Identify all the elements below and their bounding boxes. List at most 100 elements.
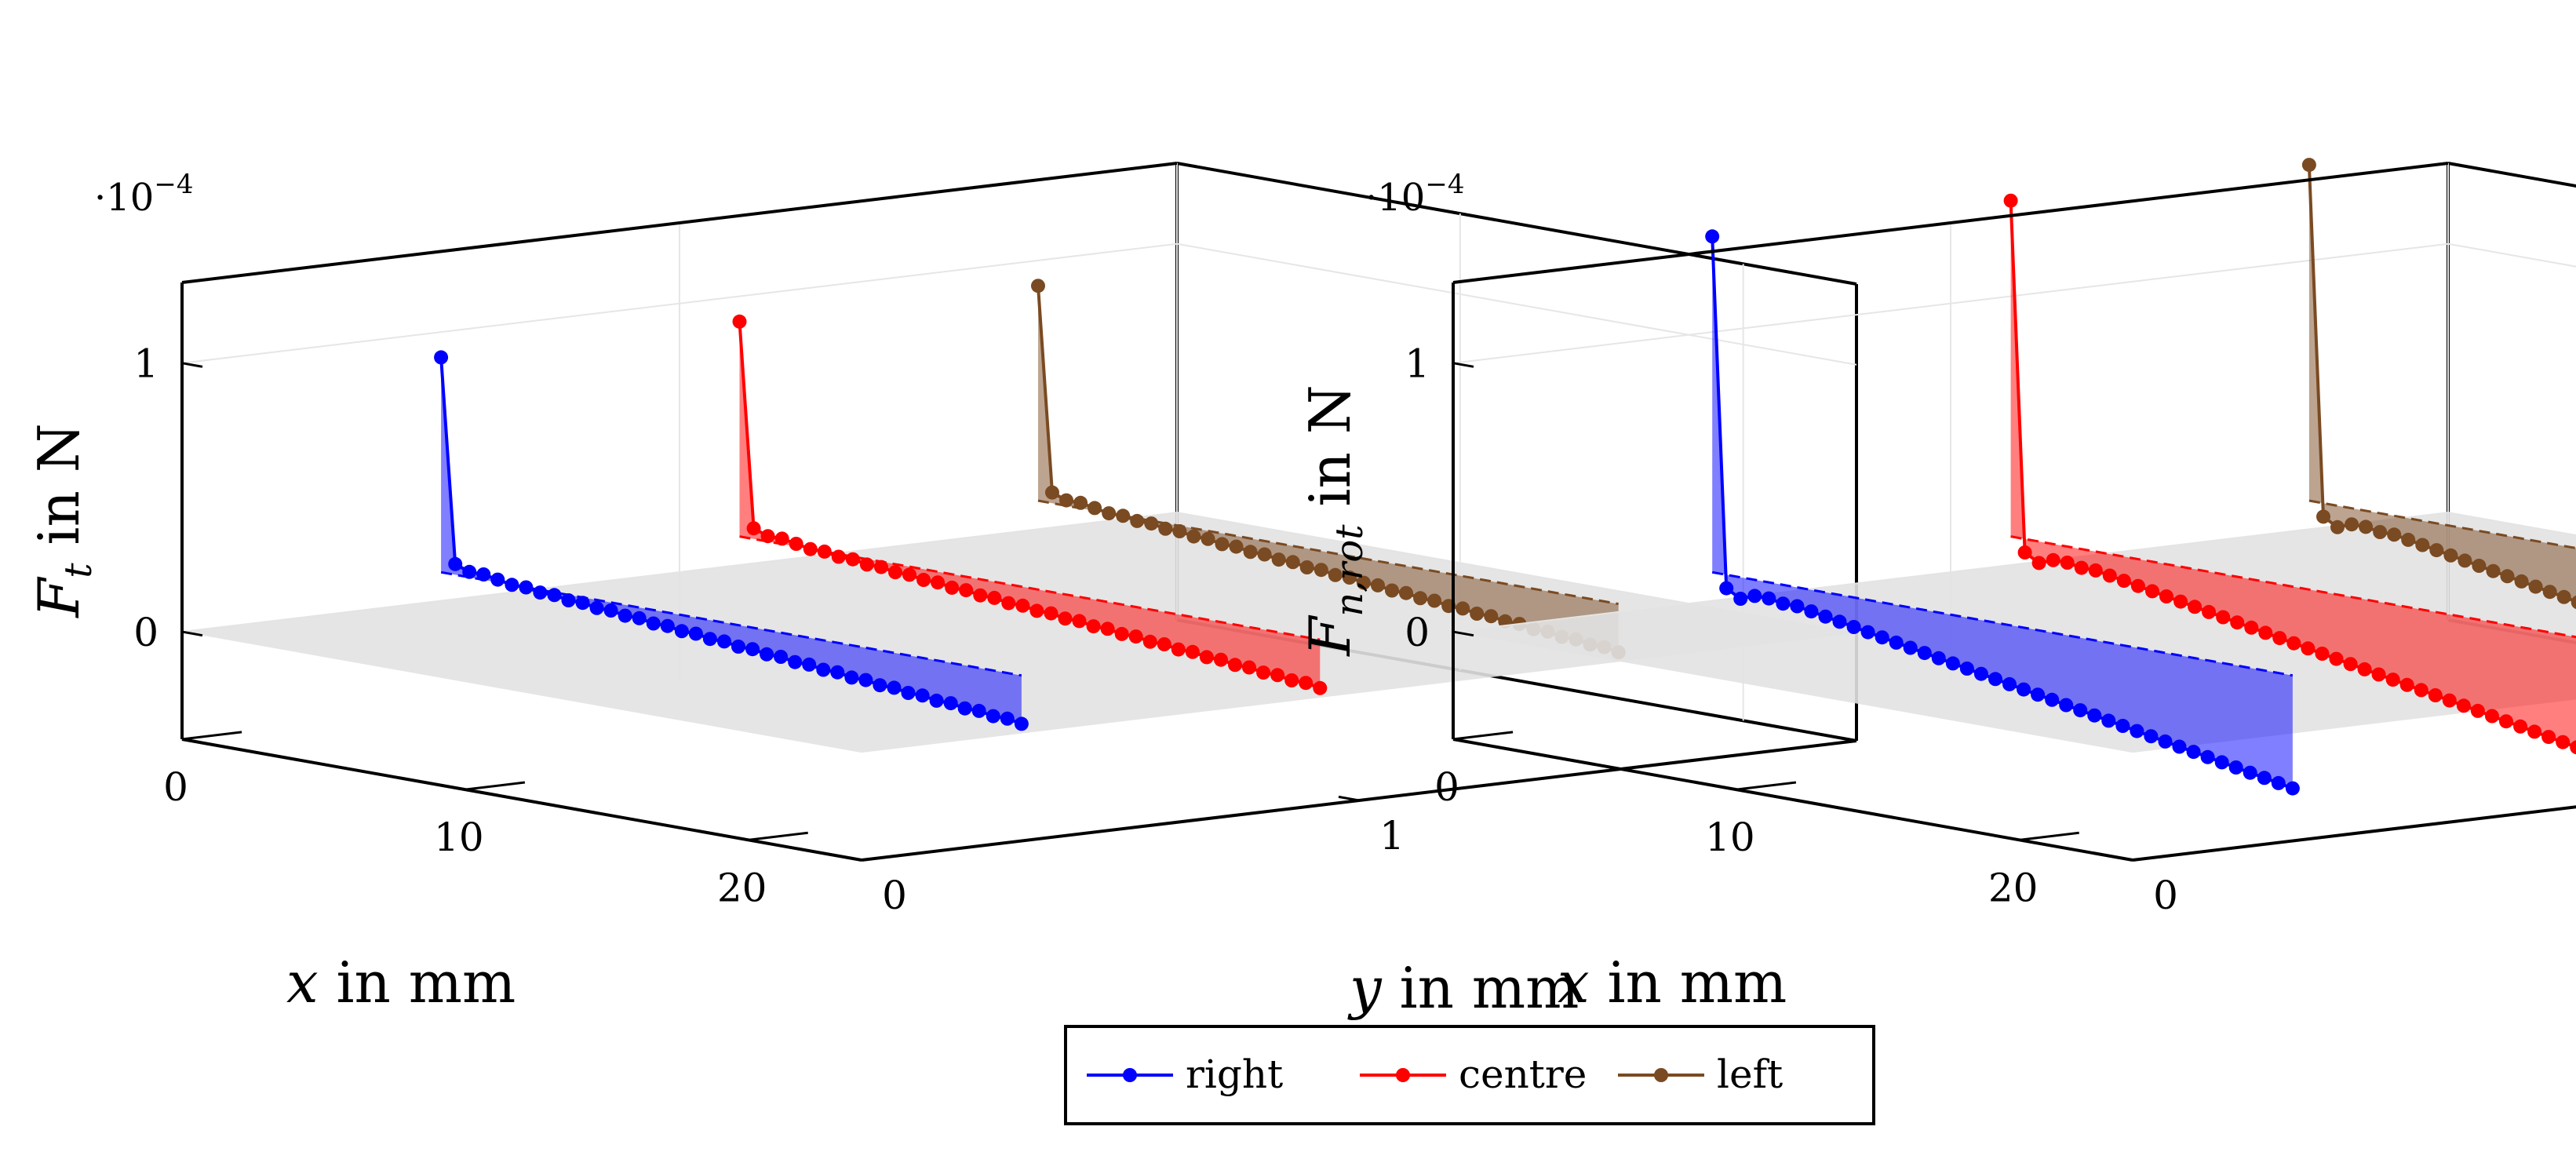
data-point-right (986, 709, 1000, 724)
data-point-left (1484, 609, 1499, 624)
data-point-left (1470, 607, 1485, 621)
z-tick-label: 0 (1405, 610, 1430, 655)
series-left (2301, 158, 2576, 610)
data-point-left (2528, 579, 2543, 594)
z-tick-label: 1 (1405, 341, 1430, 387)
data-point-centre (2329, 651, 2344, 666)
legend-marker-centre (1396, 1068, 1410, 1082)
data-point-left (1243, 545, 1258, 560)
data-point-centre (2244, 620, 2259, 635)
data-point-centre (2031, 556, 2046, 571)
data-point-right (1747, 589, 1762, 603)
data-point-right (929, 693, 944, 708)
z-tick-label: 1 (133, 341, 158, 387)
data-point-right (632, 611, 647, 625)
data-point-centre (987, 590, 1002, 605)
x-tick (465, 781, 526, 791)
data-point-right (1959, 662, 1974, 676)
legend-marker-left (1654, 1068, 1668, 1082)
data-point-left (2345, 517, 2359, 532)
data-point-right (830, 665, 845, 680)
data-point-right (1719, 581, 1734, 596)
data-point-centre (1284, 673, 1299, 687)
data-point-centre (1058, 611, 1073, 626)
data-point-left (2429, 543, 2444, 558)
data-point-right (476, 567, 491, 581)
series-centre (732, 314, 1328, 695)
data-point-centre (945, 580, 960, 595)
legend: right centre left (1064, 1025, 1875, 1125)
data-point-right (1973, 666, 1988, 681)
data-point-centre (2046, 552, 2060, 567)
series-baseline-left (1037, 499, 1619, 606)
data-point-centre (2258, 625, 2273, 640)
data-point-centre (2116, 574, 2131, 589)
data-point-left (1371, 578, 1385, 592)
data-point-right (434, 350, 449, 365)
data-point-centre (2385, 673, 2400, 687)
data-point-right (1846, 620, 1861, 634)
data-point-centre (888, 565, 902, 580)
legend-label-right: right (1186, 1052, 1283, 1097)
x-tick-label: 0 (1434, 764, 1459, 810)
data-point-right (887, 680, 902, 695)
back-edge (1176, 162, 1857, 286)
data-point-centre (2399, 677, 2414, 692)
series-baseline-centre (2010, 535, 2576, 639)
data-point-centre (1313, 680, 1328, 695)
x-axis-var: x (286, 950, 319, 1015)
data-point-right (1804, 604, 1819, 619)
data-point-right (2087, 708, 2102, 723)
data-point-centre (2414, 683, 2428, 698)
data-point-right (448, 556, 463, 571)
data-point-centre (1044, 606, 1058, 621)
legend-marker-right (1123, 1068, 1137, 1082)
data-point-right (1818, 609, 1833, 624)
data-point-right (802, 657, 817, 672)
data-point-right (2200, 749, 2215, 764)
y-tick-label: 1 (1379, 813, 1405, 859)
data-point-centre (2470, 703, 2485, 718)
data-point-left (1342, 571, 1357, 585)
y-tick (2111, 855, 2133, 862)
z-axis-title: Ft in N (26, 423, 100, 618)
data-point-right (873, 678, 887, 693)
data-point-centre (2442, 693, 2457, 708)
y-axis (2132, 805, 2576, 862)
data-point-centre (1256, 665, 1271, 680)
data-point-left (1299, 560, 1314, 574)
data-point-centre (959, 583, 974, 598)
data-point-right (533, 585, 548, 600)
data-point-right (816, 662, 831, 677)
data-point-right (2115, 719, 2130, 733)
data-point-right (1776, 596, 1791, 611)
data-point-left (1073, 495, 1088, 510)
x-axis-var: x (1558, 950, 1590, 1015)
grid-line (2447, 512, 2576, 537)
series-baseline-centre (739, 535, 1321, 641)
data-point-right (971, 703, 986, 718)
data-point-right (957, 701, 972, 716)
x-tick-label: 20 (717, 865, 767, 910)
data-point-centre (2102, 568, 2117, 583)
data-point-left (2301, 158, 2316, 173)
data-point-left (2359, 519, 2374, 534)
y-tick (1338, 795, 1360, 802)
data-point-right (660, 618, 675, 633)
data-point-centre (1100, 622, 1115, 636)
data-point-left (2330, 519, 2345, 534)
data-point-left (1059, 493, 1073, 508)
data-point-centre (2371, 667, 2386, 682)
data-point-centre (1228, 658, 1242, 673)
data-point-centre (1270, 668, 1285, 683)
legend-entry-centre: centre (1360, 1052, 1587, 1097)
legend-label-left: left (1717, 1052, 1783, 1097)
data-point-right (1000, 711, 1015, 726)
data-point-right (561, 593, 576, 607)
data-point-centre (2428, 688, 2443, 702)
data-point-right (462, 564, 477, 579)
data-point-right (575, 596, 590, 611)
data-point-centre (2060, 556, 2075, 570)
